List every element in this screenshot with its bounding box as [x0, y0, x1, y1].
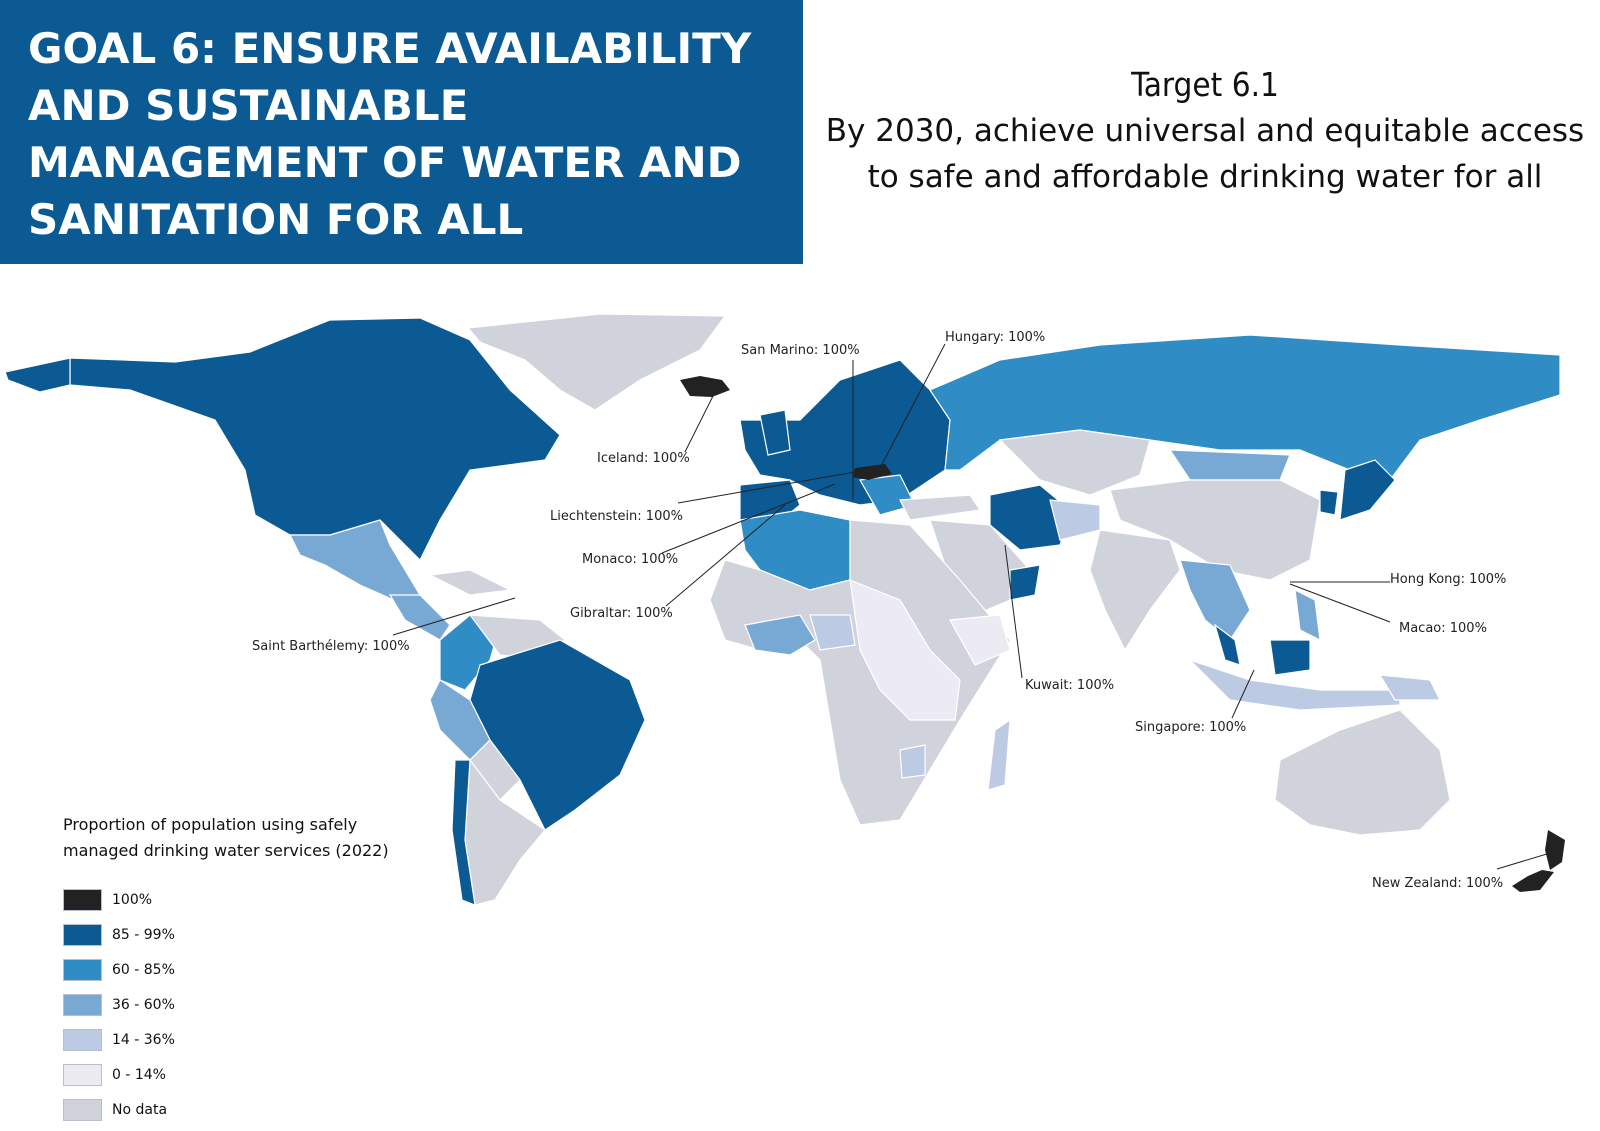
region-southern-africa-detail [899, 744, 926, 779]
callout-iceland: Iceland: 100% [597, 451, 690, 466]
region-new-zealand-north [1545, 830, 1565, 870]
callout-liechtenstein: Liechtenstein: 100% [550, 509, 683, 524]
legend-swatch [63, 923, 102, 946]
legend-label: No data [112, 1101, 168, 1118]
callout-kuwait: Kuwait: 100% [1025, 678, 1114, 693]
legend-item: 60 - 85% [63, 952, 403, 987]
region-central-america [388, 594, 451, 641]
region-china [1109, 479, 1321, 581]
callout-hungary: Hungary: 100% [945, 330, 1045, 345]
callout-gibraltar: Gibraltar: 100% [570, 606, 673, 621]
region-mongolia [1168, 449, 1291, 481]
legend-item: 14 - 36% [63, 1022, 403, 1057]
target-block: Target 6.1 By 2030, achieve universal an… [810, 62, 1600, 200]
region-malaysia [1213, 623, 1241, 666]
region-iceland [680, 376, 730, 397]
region-chile [451, 759, 476, 906]
region-north-america [69, 317, 561, 562]
target-number: Target 6.1 [1131, 65, 1279, 104]
legend-item: 100% [63, 882, 403, 917]
callout-saint-barthelemy: Saint Barthélemy: 100% [252, 639, 410, 654]
region-borneo [1269, 639, 1311, 676]
region-oman [1009, 564, 1041, 601]
legend-swatch [63, 1098, 102, 1121]
legend-swatch [63, 993, 102, 1016]
callout-singapore: Singapore: 100% [1135, 720, 1246, 735]
map-legend: Proportion of population using safely ma… [63, 812, 403, 1127]
callout-monaco: Monaco: 100% [582, 552, 678, 567]
region-central-africa [849, 579, 961, 721]
legend-item: 85 - 99% [63, 917, 403, 952]
legend-label: 100% [112, 891, 153, 908]
region-europe [739, 359, 951, 506]
legend-swatch [63, 1028, 102, 1051]
legend-swatch [63, 888, 102, 911]
callout-san-marino: San Marino: 100% [741, 343, 860, 358]
legend-title: Proportion of population using safely ma… [63, 815, 389, 860]
region-turkey [899, 494, 982, 521]
target-text: By 2030, achieve universal and equitable… [825, 113, 1585, 195]
legend-swatch [63, 1063, 102, 1086]
goal-title: GOAL 6: ENSURE AVAILABILITY AND SUSTAINA… [28, 24, 752, 244]
world-map: San Marino: 100% Hungary: 100% Iceland: … [4, 313, 1565, 906]
region-papua [1378, 674, 1441, 701]
legend-item: No data [63, 1092, 403, 1127]
region-new-zealand-south [1512, 870, 1554, 892]
region-uk [759, 409, 791, 456]
legend-label: 60 - 85% [112, 961, 175, 978]
region-kazakhstan [998, 429, 1151, 496]
region-korea [1319, 489, 1339, 516]
region-caribbean [427, 569, 513, 596]
legend-item: 0 - 14% [63, 1057, 403, 1092]
region-hungary [852, 464, 892, 480]
region-japan [1339, 459, 1396, 521]
callout-new-zealand: New Zealand: 100% [1372, 876, 1503, 891]
callout-hong-kong: Hong Kong: 100% [1390, 572, 1506, 587]
legend-item: 36 - 60% [63, 987, 403, 1022]
region-philippines [1294, 588, 1321, 642]
goal-banner: GOAL 6: ENSURE AVAILABILITY AND SUSTAINA… [0, 0, 803, 264]
legend-label: 0 - 14% [112, 1066, 166, 1083]
region-greenland [466, 313, 727, 411]
region-australia [1274, 709, 1451, 836]
region-nigeria [809, 614, 856, 651]
legend-label: 14 - 36% [112, 1031, 175, 1048]
callout-macao: Macao: 100% [1399, 621, 1487, 636]
region-alaska [4, 357, 71, 393]
region-madagascar [987, 718, 1011, 791]
legend-swatch [63, 958, 102, 981]
region-west-africa [744, 614, 816, 656]
region-horn-africa [949, 614, 1011, 666]
legend-label: 85 - 99% [112, 926, 175, 943]
legend-label: 36 - 60% [112, 996, 175, 1013]
region-india [1089, 529, 1181, 652]
